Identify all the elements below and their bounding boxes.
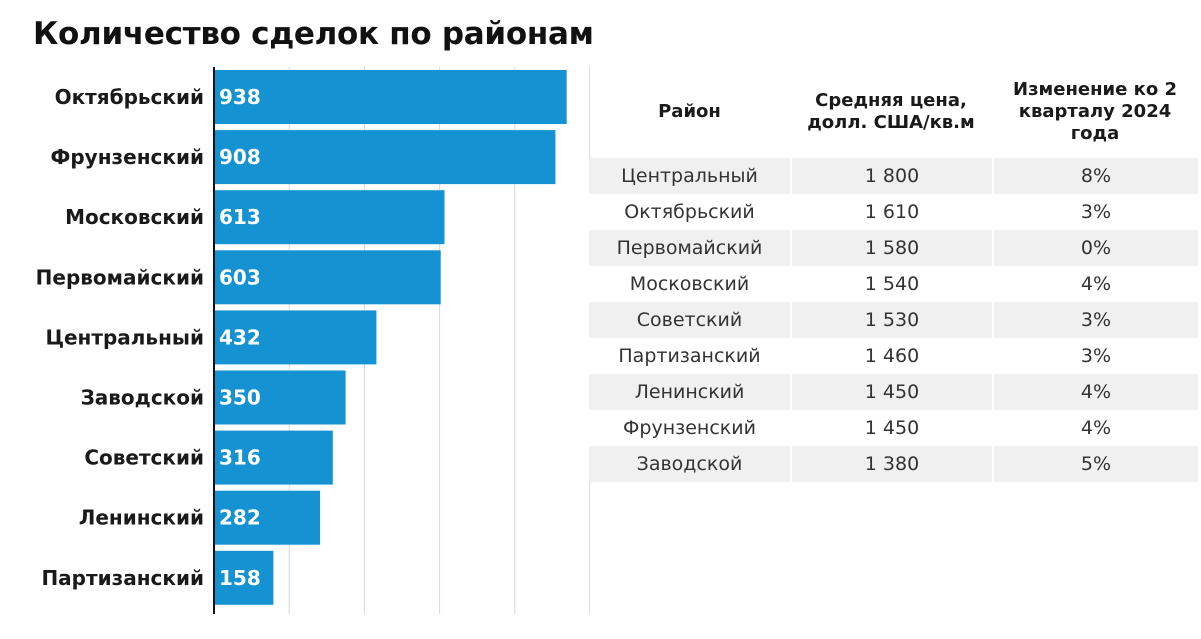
data-label: 938 — [219, 85, 261, 109]
table-row: Московский 1 540 4% — [589, 266, 1198, 302]
bar — [214, 370, 346, 425]
table-row: Советский 1 530 3% — [589, 302, 1198, 338]
cell-avg-price: 1 530 — [790, 302, 992, 338]
cell-avg-price: 1 450 — [790, 374, 992, 410]
table-row: Первомайский 1 580 0% — [589, 230, 1198, 266]
table-header-row: Район Средняя цена, долл. США/кв.м Измен… — [589, 66, 1198, 158]
cell-change: 3% — [992, 302, 1198, 338]
cell-avg-price: 1 540 — [790, 266, 992, 302]
data-label: 908 — [219, 145, 261, 169]
cell-district: Фрунзенский — [589, 410, 790, 446]
cell-change: 4% — [992, 374, 1198, 410]
cell-avg-price: 1 800 — [790, 158, 992, 194]
cell-district: Советский — [589, 302, 790, 338]
table-row: Фрунзенский 1 450 4% — [589, 410, 1198, 446]
data-label: 432 — [219, 325, 261, 349]
category-label: Октябрьский — [55, 85, 204, 109]
data-label: 613 — [219, 205, 261, 229]
header-change: Изменение ко 2 кварталу 2024 года — [1013, 79, 1177, 144]
bar — [214, 250, 441, 305]
data-label: 603 — [219, 265, 261, 289]
cell-change: 4% — [992, 266, 1198, 302]
data-label: 282 — [219, 506, 261, 530]
cell-district: Партизанский — [589, 338, 790, 374]
cell-avg-price: 1 450 — [790, 410, 992, 446]
cell-district: Центральный — [589, 158, 790, 194]
category-label: Первомайский — [36, 265, 204, 289]
cell-change: 3% — [992, 338, 1198, 374]
cell-district: Заводской — [589, 446, 790, 482]
header-avg-price: Средняя цена, долл. США/кв.м — [807, 90, 975, 133]
data-label: 158 — [219, 566, 261, 590]
category-label: Ленинский — [79, 506, 204, 530]
bar — [214, 490, 321, 545]
category-label: Партизанский — [41, 566, 204, 590]
bar — [214, 70, 567, 124]
category-label: Московский — [65, 205, 204, 229]
table-row: Заводской 1 380 5% — [589, 446, 1198, 482]
table-row: Ленинский 1 450 4% — [589, 374, 1198, 410]
cell-district: Октябрьский — [589, 194, 790, 230]
data-label: 316 — [219, 446, 261, 470]
chart-title: Количество сделок по районам — [33, 16, 594, 52]
cell-avg-price: 1 460 — [790, 338, 992, 374]
cell-avg-price: 1 610 — [790, 194, 992, 230]
cell-change: 8% — [992, 158, 1198, 194]
table-body: Центральный 1 800 8% Октябрьский 1 610 3% Перв… — [589, 158, 1198, 482]
header-district: Район — [658, 101, 721, 122]
category-label: Центральный — [45, 325, 204, 349]
cell-change: 4% — [992, 410, 1198, 446]
data-label: 350 — [219, 386, 261, 410]
cell-district: Ленинский — [589, 374, 790, 410]
bar-chart: Октябрьский 938 Фрунзенский 908 Московский 61… — [36, 67, 567, 614]
cell-district: Первомайский — [589, 230, 790, 266]
cell-change: 0% — [992, 230, 1198, 266]
bar — [214, 310, 377, 365]
category-label: Советский — [84, 446, 204, 470]
bar — [214, 550, 274, 605]
cell-avg-price: 1 580 — [790, 230, 992, 266]
cell-change: 3% — [992, 194, 1198, 230]
table-row: Партизанский 1 460 3% — [589, 338, 1198, 374]
cell-district: Московский — [589, 266, 790, 302]
category-label: Фрунзенский — [51, 145, 204, 169]
category-label: Заводской — [81, 386, 204, 410]
table-row: Октябрьский 1 610 3% — [589, 194, 1198, 230]
bar — [214, 430, 333, 485]
bar — [214, 130, 556, 185]
cell-avg-price: 1 380 — [790, 446, 992, 482]
cell-change: 5% — [992, 446, 1198, 482]
price-table: Район Средняя цена, долл. США/кв.м Измен… — [589, 66, 1198, 482]
bar — [214, 190, 445, 245]
table-row: Центральный 1 800 8% — [589, 158, 1198, 194]
